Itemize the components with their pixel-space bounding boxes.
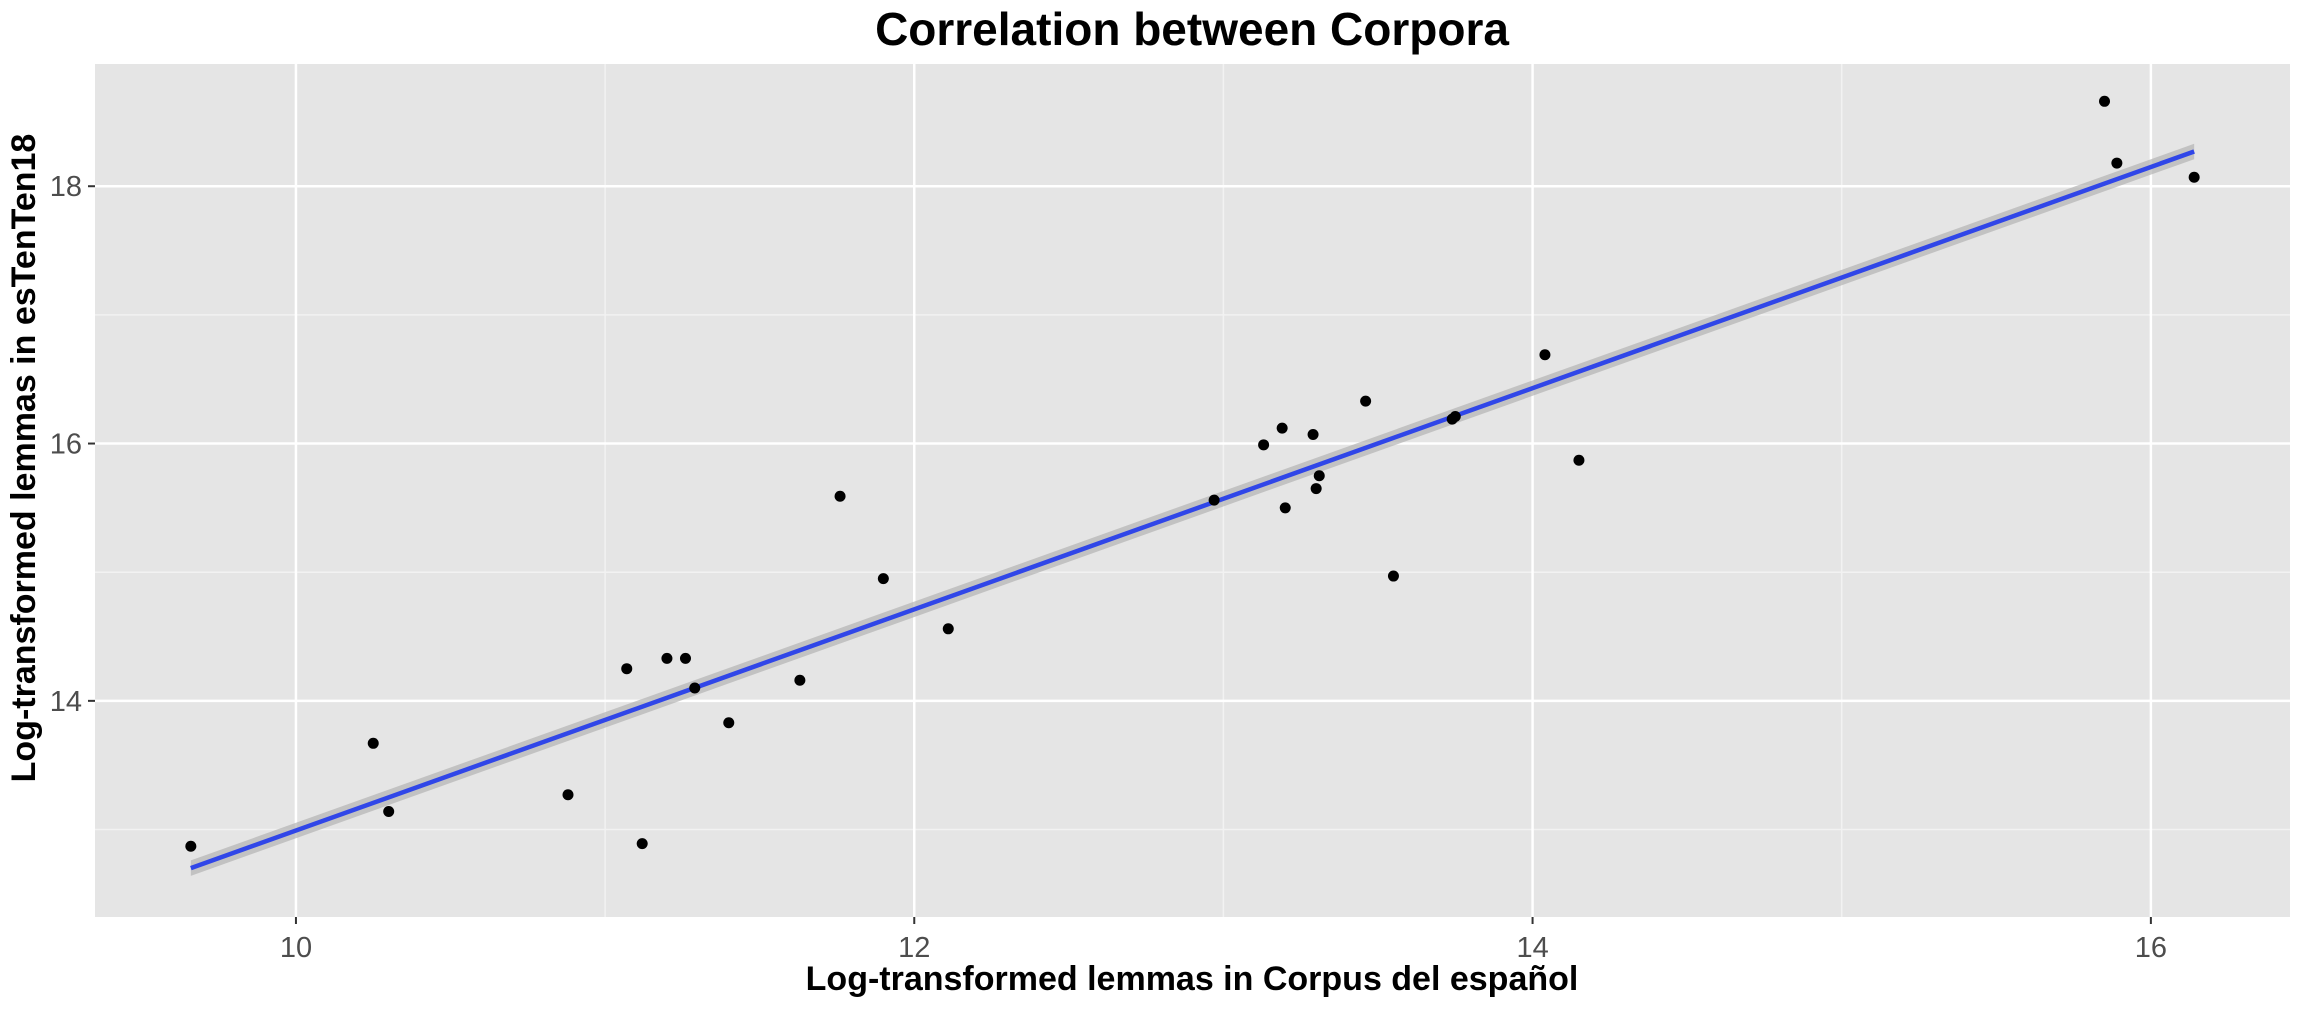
data-point (942, 623, 954, 635)
x-tick-label: 12 (898, 932, 930, 964)
data-point (834, 490, 846, 502)
x-axis-title: Log-transformed lemmas in Corpus del esp… (806, 960, 1579, 998)
data-point (1387, 570, 1399, 582)
data-point (2188, 171, 2200, 183)
data-point (185, 840, 197, 852)
data-point (679, 652, 691, 664)
data-point (1208, 494, 1220, 506)
data-point (1573, 454, 1585, 466)
data-point (723, 717, 735, 729)
data-point (1449, 411, 1461, 423)
data-point (1307, 429, 1319, 441)
data-point (1539, 349, 1551, 361)
data-point (877, 573, 889, 585)
regression-line (190, 149, 2195, 871)
x-tick-label: 10 (280, 932, 312, 964)
y-tick-label: 16 (50, 429, 82, 461)
y-tick-label: 14 (50, 686, 82, 718)
y-axis-title: Log-transformed lemmas in esTenTen18 (5, 134, 43, 783)
data-point (1279, 502, 1291, 514)
data-point (1310, 483, 1322, 495)
data-point (794, 674, 806, 686)
axis-ticks: 10 12 14 16 14 16 18 (50, 171, 2167, 964)
grid-lines (95, 64, 2290, 917)
x-tick-label: 16 (2135, 932, 2167, 964)
data-point (2099, 95, 2111, 107)
data-point (621, 663, 633, 675)
data-point (2111, 157, 2123, 169)
data-point (562, 789, 574, 801)
data-point (1258, 439, 1270, 451)
chart-title: Correlation between Corpora (875, 3, 1509, 55)
data-point (367, 737, 379, 749)
data-point (1313, 470, 1325, 482)
x-tick-label: 14 (1516, 932, 1548, 964)
data-point (1276, 422, 1288, 434)
data-point (661, 652, 673, 664)
data-point (383, 806, 395, 818)
y-tick-label: 18 (50, 171, 82, 203)
data-point (636, 838, 648, 850)
fit-line-layer (190, 149, 2195, 871)
data-point (689, 682, 701, 694)
data-point (1360, 395, 1372, 407)
data-points (185, 95, 2200, 852)
